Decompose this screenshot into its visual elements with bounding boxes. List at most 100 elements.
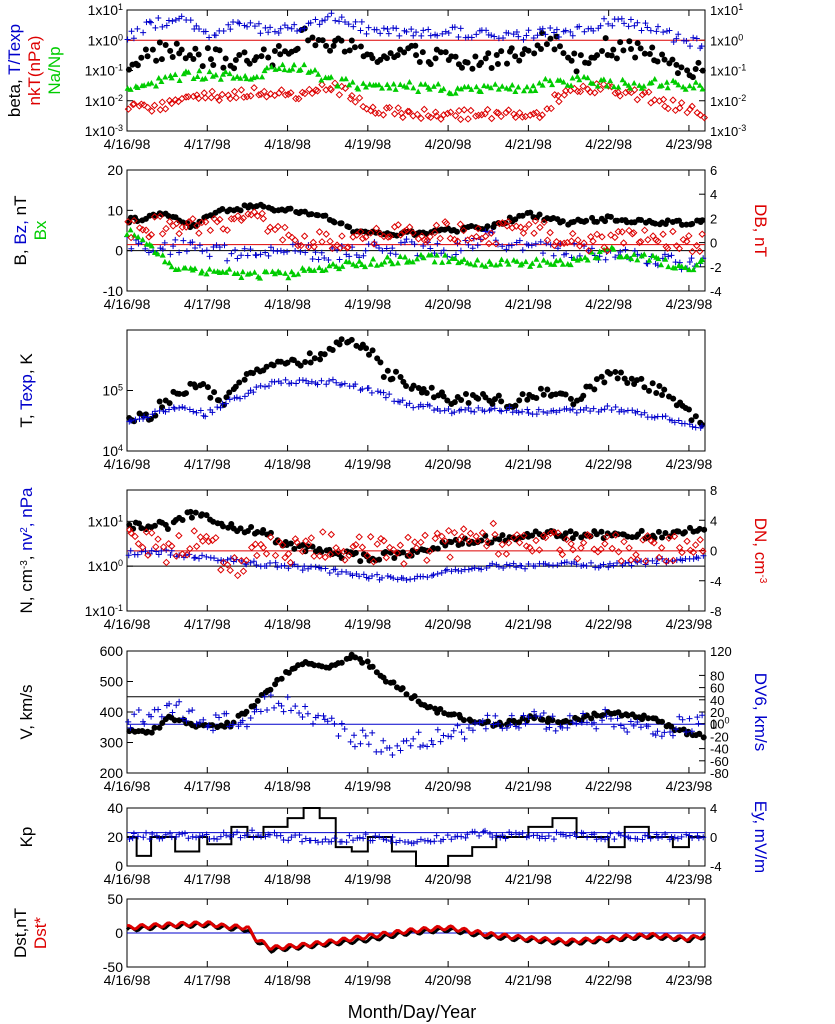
- data-point: [428, 384, 435, 391]
- data-point: [529, 110, 538, 118]
- data-point: [359, 659, 366, 666]
- data-point: [172, 219, 181, 228]
- data-point: [547, 35, 554, 42]
- data-point: [222, 55, 229, 62]
- data-point: [167, 830, 174, 837]
- data-point: [683, 221, 690, 228]
- data-point: [537, 46, 544, 53]
- data-point: [193, 91, 201, 99]
- data-point: [384, 254, 391, 260]
- data-point: [270, 91, 279, 100]
- data-point: [439, 30, 446, 37]
- data-point: [531, 217, 540, 225]
- data-point: [569, 75, 576, 81]
- data-point: [205, 722, 212, 729]
- y-axis-label: Dst,nT: [11, 908, 30, 958]
- data-point: [346, 81, 353, 88]
- data-point: [167, 251, 174, 258]
- data-point: [495, 392, 502, 399]
- data-point: [272, 681, 279, 688]
- data-point: [519, 247, 526, 254]
- data-point: [617, 248, 624, 255]
- data-point: [624, 253, 631, 259]
- data-point: [216, 397, 223, 404]
- data-point: [544, 259, 551, 265]
- data-point: [672, 265, 679, 271]
- data-point: [634, 408, 641, 415]
- x-tick-label: 4/16/98: [104, 296, 151, 312]
- data-point: [271, 378, 278, 385]
- data-point: [189, 215, 197, 223]
- x-tick-label: 4/18/98: [264, 778, 311, 794]
- data-point: [278, 675, 285, 682]
- data-point: [134, 25, 141, 32]
- data-point: [475, 404, 482, 411]
- data-point: [187, 508, 194, 515]
- data-point: [432, 221, 441, 230]
- data-point: [566, 832, 573, 839]
- data-point: [161, 239, 168, 246]
- data-point: [438, 532, 446, 541]
- data-point: [369, 347, 376, 354]
- tick-label: -50: [103, 959, 123, 975]
- data-point: [336, 244, 345, 252]
- data-point: [296, 710, 303, 717]
- data-point: [309, 238, 318, 247]
- data-point: [421, 531, 429, 540]
- data-point: [461, 735, 468, 742]
- data-point: [649, 730, 656, 737]
- data-point: [180, 237, 187, 244]
- data-point: [310, 552, 318, 560]
- data-point: [294, 28, 301, 35]
- data-point: [619, 239, 628, 247]
- data-point: [142, 528, 151, 536]
- data-point: [484, 223, 491, 230]
- data-point: [140, 29, 147, 36]
- data-point: [427, 703, 434, 710]
- data-point: [384, 81, 391, 87]
- data-point: [588, 559, 595, 566]
- data-point: [482, 394, 489, 401]
- data-point: [250, 389, 257, 396]
- data-point: [234, 829, 241, 836]
- data-point: [520, 712, 527, 719]
- data-point: [379, 247, 386, 254]
- data-point: [414, 255, 421, 262]
- data-point: [659, 230, 667, 238]
- data-point: [540, 218, 548, 227]
- data-point: [696, 82, 703, 88]
- data-point: [495, 563, 502, 570]
- data-point: [126, 836, 133, 843]
- data-point: [376, 556, 383, 563]
- data-point: [532, 714, 539, 721]
- data-point: [519, 408, 526, 415]
- data-point: [426, 232, 434, 241]
- data-point: [323, 381, 330, 388]
- data-point: [568, 57, 575, 64]
- data-point: [637, 724, 644, 731]
- data-point: [318, 80, 326, 89]
- data-point: [675, 81, 682, 88]
- data-point: [587, 408, 594, 415]
- data-point: [312, 42, 319, 49]
- data-point: [332, 17, 339, 24]
- data-point: [476, 832, 483, 839]
- tick-label: -8: [710, 604, 722, 619]
- data-point: [125, 552, 132, 559]
- data-point: [277, 51, 284, 58]
- data-point: [678, 263, 685, 269]
- data-point: [274, 248, 281, 255]
- data-point: [562, 391, 569, 398]
- data-point: [634, 256, 641, 263]
- data-point: [431, 838, 438, 845]
- data-point: [301, 25, 308, 32]
- data-point: [131, 232, 138, 238]
- series-nkt: [124, 79, 709, 124]
- data-point: [262, 249, 269, 256]
- data-point: [637, 45, 644, 52]
- data-point: [379, 85, 386, 91]
- data-point: [526, 111, 534, 119]
- y-axis-label: nkT(nPa): [25, 36, 44, 106]
- tick-label: 1x10-1: [710, 63, 746, 79]
- data-point: [377, 359, 384, 366]
